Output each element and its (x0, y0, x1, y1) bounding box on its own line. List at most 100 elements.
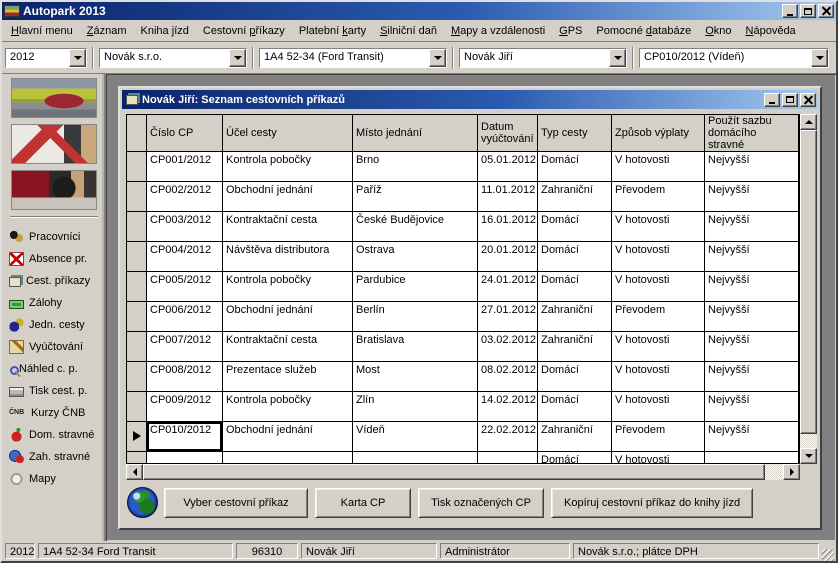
menu-item-silnicni-dan[interactable]: Silniční daň (373, 22, 444, 40)
cell[interactable]: Návštěva distributora (223, 242, 353, 271)
menu-item-okno[interactable]: Okno (698, 22, 738, 40)
cell[interactable]: Převodem (612, 422, 705, 451)
cell[interactable] (147, 452, 223, 463)
inner-titlebar[interactable]: Novák Jiří: Seznam cestovních příkazů (122, 90, 818, 109)
cell[interactable] (353, 452, 478, 463)
cell[interactable]: V hotovosti (612, 452, 705, 463)
cell[interactable]: CP005/2012 (147, 272, 223, 301)
cell[interactable]: 05.01.2012 (478, 152, 538, 181)
cell[interactable]: Nejvyšší (705, 362, 799, 391)
sidebar-item-nahled-cp[interactable]: Náhled c. p. (2, 358, 104, 380)
cell[interactable]: Nejvyšší (705, 212, 799, 241)
cell[interactable]: 20.01.2012 (478, 242, 538, 271)
close-button[interactable] (818, 4, 834, 18)
cell[interactable]: Kontrola pobočky (223, 152, 353, 181)
combo-company-dropdown-button[interactable] (229, 48, 246, 67)
column-header[interactable]: Účel cesty (223, 115, 353, 151)
cell[interactable]: Kontraktační cesta (223, 332, 353, 361)
row-selector-cell[interactable] (127, 152, 147, 181)
column-header[interactable]: Způsob výplaty (612, 115, 705, 151)
combo-company-value[interactable]: Novák s.r.o. (100, 48, 229, 67)
cell[interactable]: CP003/2012 (147, 212, 223, 241)
sidebar-item-kurzy-cnb[interactable]: ČNB Kurzy ČNB (2, 402, 104, 424)
cell[interactable]: 27.01.2012 (478, 302, 538, 331)
row-selector-cell[interactable] (127, 182, 147, 211)
cell[interactable]: Zlín (353, 392, 478, 421)
sidebar-item-dom-stravne[interactable]: Dom. stravné (2, 424, 104, 446)
sidebar-item-zah-stravne[interactable]: Zah. stravné (2, 446, 104, 468)
cell[interactable]: Paříž (353, 182, 478, 211)
cell[interactable]: České Budějovice (353, 212, 478, 241)
row-selector-cell[interactable] (127, 302, 147, 331)
cell[interactable]: V hotovosti (612, 362, 705, 391)
vertical-scrollbar[interactable] (800, 114, 817, 464)
cell[interactable]: Bratislava (353, 332, 478, 361)
cell[interactable]: Most (353, 362, 478, 391)
cell[interactable]: Převodem (612, 302, 705, 331)
scroll-down-button[interactable] (800, 448, 817, 464)
row-selector-cell[interactable] (127, 212, 147, 241)
menu-item-hlavni-menu[interactable]: Hlavní menu (4, 22, 80, 40)
cell[interactable]: Prezentace služeb (223, 362, 353, 391)
cell[interactable]: Nejvyšší (705, 422, 799, 451)
cell[interactable]: CP009/2012 (147, 392, 223, 421)
cell[interactable]: Nejvyšší (705, 152, 799, 181)
cell[interactable]: Domácí (538, 452, 612, 463)
menu-item-zaznam[interactable]: Záznam (80, 22, 134, 40)
cell[interactable]: Obchodní jednání (223, 182, 353, 211)
cell[interactable]: 08.02.2012 (478, 362, 538, 391)
cell[interactable]: Zahraniční (538, 422, 612, 451)
resize-grip-icon[interactable] (822, 549, 834, 561)
kopiruj-cestovni-prikaz-button[interactable]: Kopíruj cestovní příkaz do knihy jízd (551, 487, 754, 518)
menu-item-pomocne-databaze[interactable]: Pomocné databáze (589, 22, 698, 40)
menu-item-mapy-a-vzdalenosti[interactable]: Mapy a vzdálenosti (444, 22, 552, 40)
column-header[interactable]: Typ cesty (538, 115, 612, 151)
maximize-button[interactable] (800, 4, 816, 18)
sidebar-item-pracovnici[interactable]: Pracovníci (2, 226, 104, 248)
column-header[interactable]: Číslo CP (147, 115, 223, 151)
sidebar-item-jedn-cesty[interactable]: Jedn. cesty (2, 314, 104, 336)
sidebar-item-vyuctovani[interactable]: Vyúčtování (2, 336, 104, 358)
column-header[interactable]: Použít sazbu domácího stravné (705, 115, 799, 151)
cell[interactable]: Zahraniční (538, 302, 612, 331)
cell[interactable]: 11.01.2012 (478, 182, 538, 211)
menu-item-kniha-jizd[interactable]: Kniha jízd (134, 22, 196, 40)
row-selector-cell[interactable] (127, 362, 147, 391)
cell[interactable]: V hotovosti (612, 242, 705, 271)
scroll-up-button[interactable] (800, 114, 817, 130)
sidebar-item-tisk-cest-p[interactable]: Tisk cest. p. (2, 380, 104, 402)
cell[interactable]: CP007/2012 (147, 332, 223, 361)
cell[interactable]: Nejvyšší (705, 332, 799, 361)
cell[interactable]: Převodem (612, 182, 705, 211)
karta-cp-button[interactable]: Karta CP (315, 487, 411, 518)
cell[interactable]: CP004/2012 (147, 242, 223, 271)
cell[interactable]: CP008/2012 (147, 362, 223, 391)
cell[interactable]: Nejvyšší (705, 242, 799, 271)
cell[interactable]: Domácí (538, 212, 612, 241)
scroll-right-button[interactable] (783, 464, 800, 480)
cell[interactable]: Vídeň (353, 422, 478, 451)
horizontal-scrollbar[interactable] (126, 464, 800, 480)
column-header[interactable]: Datum vyúčtování (478, 115, 538, 151)
cell[interactable]: Brno (353, 152, 478, 181)
cell[interactable]: Domácí (538, 152, 612, 181)
column-header[interactable]: Místo jednání (353, 115, 478, 151)
sidebar-item-absence-pr[interactable]: Absence pr. (2, 248, 104, 270)
cell[interactable]: Ostrava (353, 242, 478, 271)
cell[interactable]: Obchodní jednání (223, 422, 353, 451)
row-selector-cell[interactable] (127, 272, 147, 301)
cell[interactable]: Nejvyšší (705, 302, 799, 331)
sidebar-item-cest-prikazy[interactable]: Cest. příkazy (2, 270, 104, 292)
row-selector-cell[interactable] (127, 422, 147, 451)
cell[interactable]: V hotovosti (612, 272, 705, 301)
cell[interactable]: Nejvyšší (705, 392, 799, 421)
cell[interactable]: V hotovosti (612, 212, 705, 241)
cell[interactable]: Kontrola pobočky (223, 392, 353, 421)
cell[interactable]: 24.01.2012 (478, 272, 538, 301)
cell[interactable]: Pardubice (353, 272, 478, 301)
sidebar-item-mapy[interactable]: Mapy (2, 468, 104, 490)
cell[interactable]: Obchodní jednání (223, 302, 353, 331)
cell[interactable]: Domácí (538, 272, 612, 301)
combo-driver-value[interactable]: Novák Jiří (460, 48, 609, 67)
combo-year-value[interactable]: 2012 (6, 48, 69, 67)
